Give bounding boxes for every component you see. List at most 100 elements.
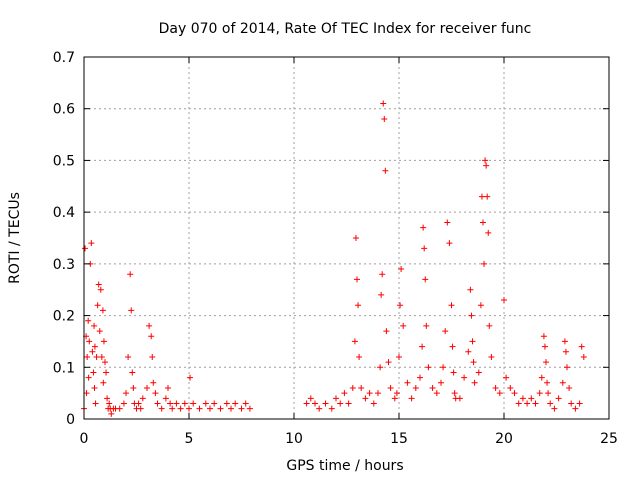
y-tick-label: 0.7 bbox=[53, 50, 75, 66]
data-point bbox=[120, 400, 127, 407]
data-point bbox=[559, 379, 566, 386]
data-point bbox=[98, 353, 105, 360]
data-point bbox=[467, 286, 474, 293]
data-point bbox=[562, 348, 569, 355]
x-tick-label: 0 bbox=[80, 431, 89, 447]
data-point bbox=[421, 245, 428, 252]
data-point bbox=[146, 322, 153, 329]
data-point bbox=[352, 235, 359, 241]
data-point bbox=[91, 384, 98, 391]
data-point bbox=[519, 395, 526, 402]
data-point bbox=[532, 400, 539, 407]
data-point bbox=[480, 219, 486, 226]
chart-title: Day 070 of 2014, Rate Of TEC Index for r… bbox=[159, 21, 532, 37]
x-tick-label: 5 bbox=[185, 431, 194, 447]
data-point bbox=[85, 317, 92, 324]
data-point bbox=[450, 369, 457, 376]
data-point bbox=[86, 338, 93, 345]
data-point bbox=[187, 374, 194, 381]
data-point bbox=[501, 297, 507, 304]
data-point bbox=[492, 384, 499, 391]
data-point bbox=[470, 359, 477, 366]
data-point bbox=[123, 390, 129, 397]
data-point bbox=[404, 379, 411, 386]
data-point bbox=[154, 400, 161, 407]
data-point bbox=[158, 405, 165, 412]
data-point bbox=[544, 379, 551, 386]
data-point bbox=[398, 266, 405, 273]
data-point bbox=[469, 338, 476, 345]
data-point bbox=[238, 405, 245, 412]
data-point bbox=[100, 338, 107, 345]
data-point bbox=[477, 302, 484, 309]
data-point bbox=[165, 384, 171, 391]
data-point bbox=[451, 390, 458, 397]
data-point bbox=[564, 364, 570, 371]
data-point bbox=[345, 400, 352, 407]
data-point bbox=[362, 395, 369, 402]
data-point bbox=[425, 364, 432, 371]
data-point bbox=[383, 328, 390, 335]
data-point bbox=[449, 343, 456, 350]
data-point bbox=[538, 374, 545, 381]
data-point bbox=[377, 364, 384, 371]
data-point bbox=[144, 384, 150, 391]
y-tick-label: 0.3 bbox=[53, 257, 75, 273]
data-point bbox=[400, 322, 407, 329]
data-point bbox=[202, 400, 209, 407]
data-point bbox=[91, 343, 98, 350]
data-point bbox=[391, 395, 398, 402]
y-tick-label: 0 bbox=[66, 412, 75, 428]
data-point bbox=[503, 374, 510, 381]
data-point bbox=[102, 359, 108, 366]
data-point bbox=[127, 271, 134, 278]
y-tick-label: 0.1 bbox=[53, 360, 75, 376]
data-point bbox=[448, 302, 455, 309]
data-point bbox=[167, 400, 174, 407]
data-point bbox=[488, 353, 495, 360]
data-point bbox=[162, 395, 169, 402]
data-point bbox=[568, 400, 575, 407]
y-tick-label: 0.6 bbox=[53, 102, 75, 118]
data-point bbox=[393, 390, 400, 397]
data-point bbox=[438, 379, 444, 386]
data-point bbox=[465, 348, 472, 355]
data-point bbox=[576, 400, 583, 407]
data-point bbox=[130, 384, 137, 391]
data-point bbox=[486, 322, 493, 329]
data-point bbox=[484, 193, 491, 200]
data-point bbox=[566, 384, 573, 391]
data-point bbox=[536, 390, 543, 397]
data-point bbox=[92, 400, 99, 407]
y-axis-label: ROTI / TECUs bbox=[7, 192, 23, 284]
data-point bbox=[89, 348, 96, 355]
data-point bbox=[541, 343, 548, 350]
data-point bbox=[148, 333, 155, 340]
data-point bbox=[328, 405, 335, 412]
data-point bbox=[380, 100, 387, 107]
data-point bbox=[82, 245, 89, 252]
data-point bbox=[356, 353, 363, 360]
data-point bbox=[322, 400, 329, 407]
data-point bbox=[337, 400, 344, 407]
data-point bbox=[316, 405, 323, 412]
data-point bbox=[108, 410, 115, 417]
data-point bbox=[100, 379, 107, 386]
data-point bbox=[422, 276, 429, 283]
data-point bbox=[397, 302, 404, 309]
data-point bbox=[461, 374, 468, 381]
data-point bbox=[137, 405, 144, 412]
data-point bbox=[186, 405, 192, 412]
data-point bbox=[381, 116, 388, 123]
data-point bbox=[419, 343, 426, 350]
y-tick-label: 0.4 bbox=[53, 205, 75, 221]
data-point bbox=[442, 328, 449, 335]
data-point bbox=[540, 333, 547, 340]
data-point bbox=[173, 400, 180, 407]
data-point bbox=[412, 384, 419, 391]
data-point bbox=[378, 291, 385, 298]
grid-lines bbox=[84, 57, 609, 419]
data-point bbox=[482, 157, 489, 164]
data-point bbox=[478, 193, 485, 200]
